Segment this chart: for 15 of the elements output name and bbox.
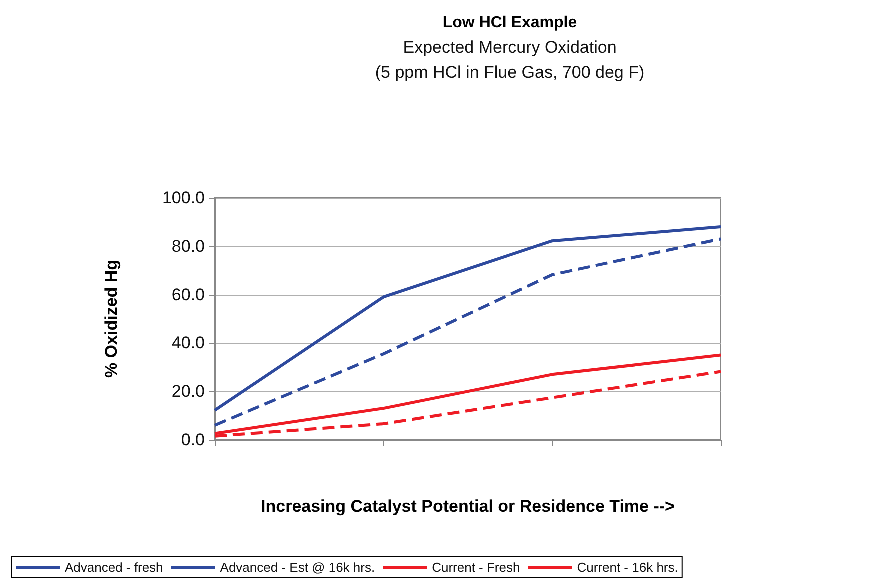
legend-label: Current - Fresh <box>432 560 520 575</box>
y-tick-label: 40.0 <box>172 334 205 353</box>
legend-label: Current - 16k hrs. <box>577 560 678 575</box>
y-tick-label: 60.0 <box>172 285 205 304</box>
line-series <box>214 354 722 436</box>
chart-title: Low HCl Example <box>442 14 578 32</box>
y-tick-label: 80.0 <box>172 236 205 256</box>
y-axis-title: % Oxidized Hg <box>102 260 121 378</box>
y-tick-label: 20.0 <box>172 382 205 402</box>
x-axis-title: Increasing Catalyst Potential or Residence Time --> <box>261 497 676 516</box>
legend-label: Advanced - fresh <box>65 560 164 575</box>
legend-label: Advanced - Est @ 16k hrs. <box>220 560 376 575</box>
y-tick-label: 100.0 <box>162 188 205 208</box>
y-tick-label: 0.0 <box>181 430 205 450</box>
chart-subtitle: Expected Mercury Oxidation (5 ppm HCl in Flue Gas, 700 deg F) <box>375 38 645 82</box>
